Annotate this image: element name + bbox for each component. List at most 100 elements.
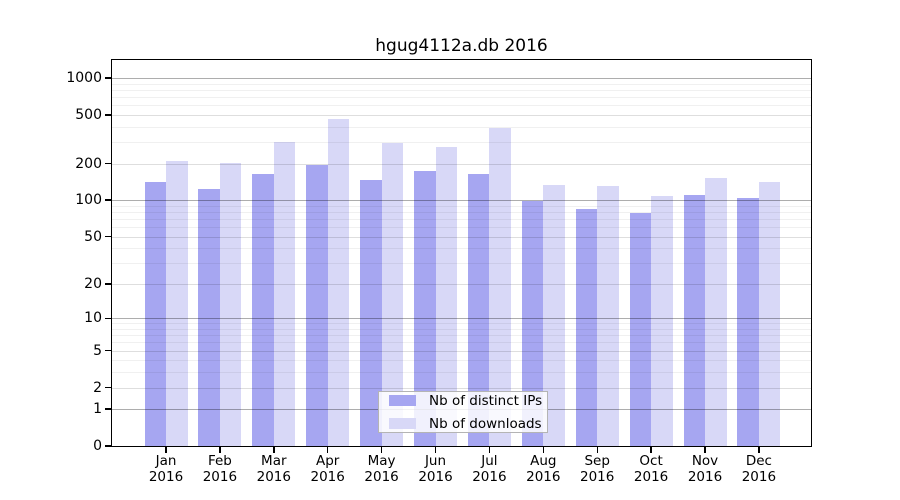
x-tick-aug	[542, 447, 544, 453]
x-tick-may	[380, 447, 383, 453]
bar-distinct-ips-oct	[629, 213, 652, 446]
y-tick-500	[104, 114, 112, 116]
x-tick-label-aug: Aug 2016	[526, 453, 561, 485]
gridline-300	[112, 142, 811, 143]
gridline-700	[112, 97, 811, 98]
bar-distinct-ips-may	[360, 179, 382, 446]
gridline-2	[112, 387, 811, 389]
bar-distinct-ips-aug	[521, 201, 544, 446]
x-tick-sep	[596, 447, 598, 453]
y-tick-label-2: 2	[93, 379, 102, 396]
bar-downloads-jan	[166, 160, 188, 446]
bar-distinct-ips-nov	[683, 195, 705, 446]
x-tick-label-dec: Dec 2016	[741, 453, 777, 485]
bar-distinct-ips-jan	[144, 182, 166, 446]
plot-area: Nb of distinct IPs Nb of downloads	[112, 60, 811, 446]
bar-downloads-nov	[705, 178, 727, 446]
bar-distinct-ips-sep	[575, 209, 598, 446]
y-tick-label-0: 0	[93, 438, 102, 454]
gridline-5	[112, 350, 811, 352]
legend-item-distinct-ips: Nb of distinct IPs	[389, 393, 542, 409]
y-tick-label-20: 20	[84, 275, 102, 292]
gridline-90	[112, 205, 811, 207]
y-tick-label-10: 10	[84, 310, 102, 327]
x-tick-feb	[219, 447, 221, 453]
x-tick-dec	[758, 447, 760, 453]
gridline-80	[112, 211, 811, 213]
y-tick-label-500: 500	[75, 106, 102, 123]
gridline-20	[112, 283, 811, 285]
y-tick-50	[104, 235, 112, 238]
gridline-30	[112, 263, 811, 265]
x-tick-label-may: May 2016	[364, 453, 399, 485]
x-tick-apr	[326, 447, 329, 453]
gridline-900	[112, 83, 811, 85]
gridline-200	[112, 163, 811, 165]
bar-downloads-dec	[758, 181, 781, 446]
gridline-50	[112, 236, 811, 238]
gridline-10	[112, 318, 811, 320]
gridline-8	[112, 329, 811, 330]
x-tick-oct	[650, 447, 652, 453]
legend-item-downloads: Nb of downloads	[389, 416, 542, 432]
y-tick-200	[104, 162, 112, 165]
bar-distinct-ips-jul	[467, 174, 490, 446]
chart-title: hgug4112a.db 2016	[375, 36, 548, 56]
y-tick-label-5: 5	[93, 342, 102, 359]
bar-distinct-ips-mar	[252, 174, 274, 446]
gridline-7	[112, 335, 811, 337]
gridline-100	[112, 200, 811, 202]
y-tick-label-1000: 1000	[66, 70, 102, 86]
y-tick-10	[104, 317, 112, 319]
legend-swatch-distinct-ips	[389, 395, 416, 406]
x-tick-label-mar: Mar 2016	[256, 453, 291, 485]
x-tick-label-feb: Feb 2016	[202, 453, 238, 485]
gridline-500	[112, 114, 811, 116]
x-tick-jul	[488, 447, 491, 453]
gridline-400	[112, 126, 811, 128]
y-tick-1	[104, 408, 112, 410]
bar-downloads-mar	[273, 142, 296, 446]
y-tick-label-200: 200	[75, 155, 102, 172]
gridline-1000	[112, 78, 811, 79]
gridline-9	[112, 323, 811, 325]
bar-distinct-ips-dec	[737, 197, 759, 446]
y-tick-label-50: 50	[84, 228, 102, 245]
y-tick-0	[104, 445, 112, 447]
bar-downloads-sep	[597, 186, 619, 446]
gridline-4	[112, 360, 811, 362]
bar-downloads-jun	[435, 147, 457, 446]
x-tick-label-apr: Apr 2016	[310, 453, 345, 485]
y-tick-label-100: 100	[75, 192, 102, 209]
x-tick-nov	[704, 447, 706, 453]
x-tick-mar	[273, 447, 275, 453]
bar-distinct-ips-apr	[306, 164, 328, 446]
gridline-60	[112, 227, 811, 228]
y-tick-5	[104, 349, 112, 352]
y-tick-20	[104, 283, 112, 285]
gridline-40	[112, 248, 811, 250]
x-tick-label-jan: Jan 2016	[148, 453, 184, 485]
gridline-6	[112, 342, 811, 344]
gridline-70	[112, 218, 811, 220]
gridline-3	[112, 372, 811, 374]
legend-label-distinct-ips: Nb of distinct IPs	[429, 392, 543, 409]
y-tick-label-1: 1	[93, 401, 102, 418]
gridline-800	[112, 89, 811, 91]
x-tick-label-sep: Sep 2016	[580, 453, 615, 485]
bar-downloads-oct	[651, 196, 673, 446]
bar-downloads-feb	[219, 163, 242, 446]
gridline-600	[112, 105, 811, 107]
x-tick-label-jun: Jun 2016	[418, 453, 453, 485]
x-tick-jan	[165, 447, 167, 453]
y-tick-100	[104, 199, 112, 201]
x-tick-label-nov: Nov 2016	[687, 453, 723, 485]
bar-distinct-ips-jun	[414, 170, 436, 446]
legend: Nb of distinct IPs Nb of downloads	[378, 391, 548, 433]
y-tick-2	[104, 386, 112, 389]
bar-downloads-jul	[489, 128, 511, 446]
y-tick-1000	[104, 77, 112, 79]
bar-distinct-ips-feb	[198, 188, 220, 446]
bar-downloads-apr	[327, 119, 350, 446]
